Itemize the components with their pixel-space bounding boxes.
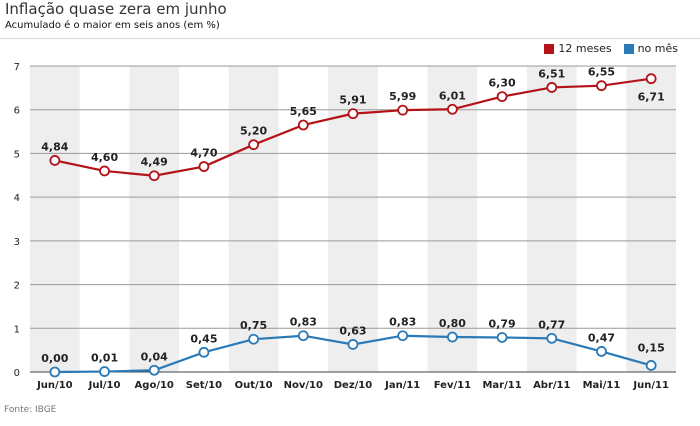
source-note: Fonte: IBGE bbox=[4, 405, 57, 415]
data-point bbox=[99, 366, 110, 377]
x-tick-label: Fev/11 bbox=[434, 380, 471, 391]
y-tick-label: 1 bbox=[14, 324, 20, 335]
data-point bbox=[297, 119, 309, 131]
legend-item-no-mes: no mês bbox=[623, 42, 678, 55]
data-label: 0,75 bbox=[240, 319, 267, 332]
chart-title: Inflação quase zera em junho bbox=[5, 0, 227, 18]
data-label: 0,04 bbox=[141, 350, 168, 363]
x-tick-label: Jan/11 bbox=[384, 380, 420, 391]
data-point bbox=[496, 91, 508, 102]
x-tick-label: Out/10 bbox=[235, 380, 273, 391]
data-label: 0,15 bbox=[638, 341, 665, 354]
x-tick-label: Dez/10 bbox=[334, 380, 373, 391]
data-label: 0,77 bbox=[538, 318, 565, 331]
data-point bbox=[198, 346, 210, 358]
data-label: 5,91 bbox=[339, 94, 366, 107]
y-tick-label: 7 bbox=[14, 62, 20, 73]
data-point bbox=[397, 104, 409, 116]
legend-item-12-meses: 12 meses bbox=[544, 42, 612, 55]
data-label: 5,65 bbox=[290, 105, 317, 118]
data-point bbox=[49, 366, 61, 378]
x-tick-label: Abr/11 bbox=[533, 380, 570, 391]
data-label: 6,51 bbox=[538, 67, 565, 80]
data-label: 0,83 bbox=[389, 316, 416, 329]
column-band bbox=[427, 66, 478, 372]
legend-swatch-12-meses bbox=[544, 43, 555, 54]
data-point bbox=[148, 364, 160, 376]
data-label: 0,45 bbox=[190, 332, 217, 345]
data-label: 5,99 bbox=[389, 90, 416, 103]
column-band bbox=[30, 66, 80, 372]
data-point bbox=[546, 82, 558, 93]
chart-subtitle: Acumulado é o maior em seis anos (em %) bbox=[5, 20, 220, 31]
y-tick-label: 3 bbox=[14, 237, 20, 248]
data-point bbox=[198, 161, 210, 172]
data-label: 0,79 bbox=[489, 317, 516, 330]
data-label: 6,30 bbox=[489, 77, 516, 90]
data-point bbox=[645, 360, 657, 371]
legend: 12 meses no mês bbox=[544, 42, 678, 55]
column-band bbox=[626, 66, 676, 372]
column-band bbox=[526, 66, 577, 372]
legend-swatch-no-mes bbox=[623, 43, 634, 54]
data-label: 4,49 bbox=[141, 156, 168, 169]
legend-label-12-meses: 12 meses bbox=[558, 42, 612, 55]
data-point bbox=[596, 80, 607, 92]
data-point bbox=[397, 330, 409, 342]
data-label: 0,00 bbox=[41, 352, 68, 365]
data-label: 4,70 bbox=[190, 147, 217, 160]
x-tick-label: Set/10 bbox=[186, 380, 222, 391]
data-label: 0,47 bbox=[588, 331, 615, 344]
y-tick-label: 4 bbox=[14, 193, 20, 204]
data-point bbox=[248, 139, 260, 151]
data-point bbox=[347, 108, 359, 120]
x-tick-label: Jun/10 bbox=[36, 380, 73, 391]
data-point bbox=[99, 165, 110, 177]
data-point bbox=[297, 330, 309, 342]
x-tick-label: Mai/11 bbox=[583, 380, 621, 391]
x-tick-label: Mar/11 bbox=[482, 380, 521, 391]
data-label: 0,83 bbox=[290, 316, 317, 329]
data-label: 0,63 bbox=[339, 324, 366, 337]
legend-label-no-mes: no mês bbox=[637, 42, 678, 55]
data-point bbox=[49, 155, 61, 166]
x-tick-label: Nov/10 bbox=[284, 380, 323, 391]
y-tick-label: 0 bbox=[14, 368, 20, 379]
column-band bbox=[228, 66, 279, 372]
column-band bbox=[129, 66, 180, 372]
header-divider bbox=[0, 38, 700, 39]
data-point bbox=[496, 332, 508, 343]
data-point bbox=[148, 170, 160, 182]
data-label: 4,60 bbox=[91, 151, 118, 164]
x-tick-label: Jul/10 bbox=[88, 380, 121, 391]
data-point bbox=[546, 332, 558, 344]
data-point bbox=[446, 103, 458, 115]
data-label: 5,20 bbox=[240, 125, 267, 138]
data-point bbox=[248, 333, 260, 345]
x-tick-label: Jun/11 bbox=[632, 380, 669, 391]
data-label: 4,84 bbox=[41, 140, 68, 153]
y-tick-label: 6 bbox=[14, 106, 20, 117]
y-tick-label: 2 bbox=[14, 281, 20, 292]
y-tick-label: 5 bbox=[14, 149, 20, 160]
data-label: 6,01 bbox=[439, 89, 466, 102]
data-label: 0,01 bbox=[91, 352, 118, 365]
data-point bbox=[645, 73, 657, 85]
data-label: 6,71 bbox=[638, 91, 665, 104]
x-tick-label: Ago/10 bbox=[135, 380, 174, 391]
data-label: 0,80 bbox=[439, 317, 466, 330]
data-point bbox=[596, 346, 607, 357]
data-label: 6,55 bbox=[588, 66, 615, 79]
data-point bbox=[446, 331, 458, 343]
data-point bbox=[347, 339, 359, 350]
